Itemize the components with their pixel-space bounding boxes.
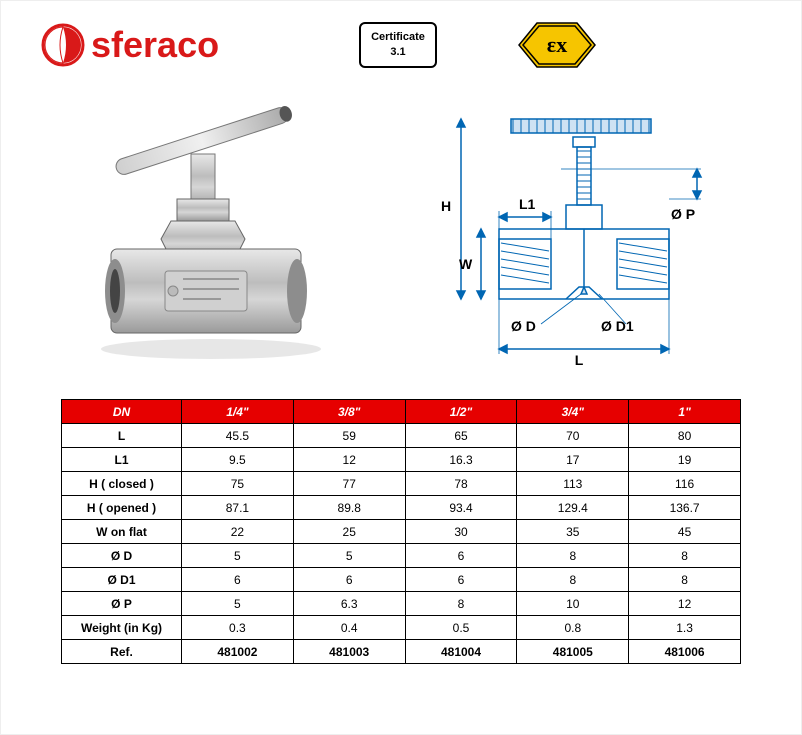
cell-value: 8 [517,568,629,592]
dim-D1: Ø D1 [601,318,634,334]
dim-D: Ø D [511,318,536,334]
cell-value: 89.8 [293,496,405,520]
cell-value: 87.1 [182,496,294,520]
cell-value: 9.5 [182,448,294,472]
cell-value: 35 [517,520,629,544]
valve-photo [61,99,341,379]
row-label: H ( closed ) [62,472,182,496]
col-header-size: 3/4" [517,400,629,424]
dim-L1: L1 [519,196,536,212]
cell-value: 481003 [293,640,405,664]
col-header-size: 1/4" [182,400,294,424]
dim-H: H [441,198,451,214]
row-label: Ref. [62,640,182,664]
ex-badge-text: εx [547,32,567,57]
cell-value: 481004 [405,640,517,664]
cell-value: 80 [629,424,741,448]
certificate-line2: 3.1 [371,45,425,60]
ex-badge-icon: εx [517,21,597,69]
cell-value: 30 [405,520,517,544]
certificate-badge: Certificate 3.1 [359,22,437,69]
dim-W: W [459,256,473,272]
cell-value: 5 [293,544,405,568]
valve-diagram: H W L L1 Ø P [401,99,751,379]
col-header-size: 1/2" [405,400,517,424]
product-row: H W L L1 Ø P [1,79,801,399]
cell-value: 113 [517,472,629,496]
cell-value: 6.3 [293,592,405,616]
cell-value: 8 [629,544,741,568]
cell-value: 78 [405,472,517,496]
cell-value: 481006 [629,640,741,664]
row-label: Ø D1 [62,568,182,592]
dim-P: Ø P [671,206,695,222]
cell-value: 45.5 [182,424,294,448]
cell-value: 0.3 [182,616,294,640]
cell-value: 25 [293,520,405,544]
cell-value: 8 [629,568,741,592]
cell-value: 93.4 [405,496,517,520]
row-label: Weight (in Kg) [62,616,182,640]
cell-value: 22 [182,520,294,544]
cell-value: 17 [517,448,629,472]
cell-value: 136.7 [629,496,741,520]
col-header-dn: DN [62,400,182,424]
table-row: L45.559657080 [62,424,741,448]
spec-table-container: DN1/4"3/8"1/2"3/4"1" L45.559657080L19.51… [1,399,801,684]
cell-value: 116 [629,472,741,496]
row-label: W on flat [62,520,182,544]
table-row: Ø D166688 [62,568,741,592]
brand-logo-icon [41,23,85,67]
cell-value: 12 [629,592,741,616]
table-row: H ( closed )757778113116 [62,472,741,496]
col-header-size: 3/8" [293,400,405,424]
spec-table: DN1/4"3/8"1/2"3/4"1" L45.559657080L19.51… [61,399,741,664]
row-label: L1 [62,448,182,472]
cell-value: 59 [293,424,405,448]
cell-value: 0.4 [293,616,405,640]
cell-value: 0.8 [517,616,629,640]
table-row: Ø D55688 [62,544,741,568]
cell-value: 19 [629,448,741,472]
cell-value: 6 [405,544,517,568]
cell-value: 6 [293,568,405,592]
table-row: W on flat2225303545 [62,520,741,544]
brand-logo: sferaco [41,23,219,67]
cell-value: 8 [405,592,517,616]
row-label: H ( opened ) [62,496,182,520]
table-row: L19.51216.31719 [62,448,741,472]
cell-value: 8 [517,544,629,568]
cell-value: 45 [629,520,741,544]
col-header-size: 1" [629,400,741,424]
cell-value: 5 [182,592,294,616]
row-label: Ø D [62,544,182,568]
cell-value: 0.5 [405,616,517,640]
cell-value: 75 [182,472,294,496]
cell-value: 481002 [182,640,294,664]
cell-value: 6 [182,568,294,592]
table-row: H ( opened )87.189.893.4129.4136.7 [62,496,741,520]
cell-value: 129.4 [517,496,629,520]
table-row: Weight (in Kg)0.30.40.50.81.3 [62,616,741,640]
dim-L: L [575,352,584,368]
row-label: L [62,424,182,448]
row-label: Ø P [62,592,182,616]
brand-name: sferaco [91,24,219,66]
cell-value: 65 [405,424,517,448]
cell-value: 6 [405,568,517,592]
table-row: Ref.481002481003481004481005481006 [62,640,741,664]
cell-value: 481005 [517,640,629,664]
cell-value: 70 [517,424,629,448]
header: sferaco Certificate 3.1 εx [1,1,801,79]
certificate-line1: Certificate [371,30,425,45]
table-row: Ø P56.381012 [62,592,741,616]
cell-value: 12 [293,448,405,472]
cell-value: 10 [517,592,629,616]
cell-value: 77 [293,472,405,496]
cell-value: 16.3 [405,448,517,472]
cell-value: 5 [182,544,294,568]
cell-value: 1.3 [629,616,741,640]
